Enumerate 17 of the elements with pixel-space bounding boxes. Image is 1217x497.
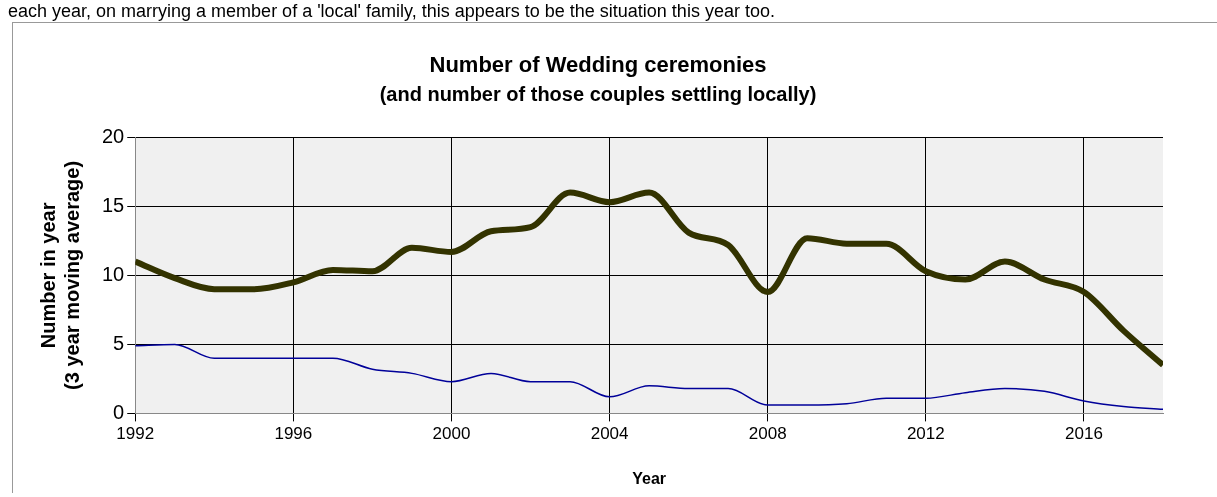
y-axis-title: Number in year (3 year moving average)	[36, 160, 83, 390]
chart-title: Number of Wedding ceremonies	[429, 52, 767, 78]
y-tick-label: 10	[102, 262, 125, 285]
x-tick-label: 2000	[432, 424, 471, 444]
y-tick-label: 20	[102, 124, 125, 147]
x-tick-label: 2008	[748, 424, 787, 444]
y-tick-label: 0	[113, 400, 125, 423]
x-axis-title: Year	[632, 469, 667, 487]
y-tick-label: 5	[113, 331, 125, 354]
y-tick-label: 15	[102, 193, 125, 216]
text: each year, on marrying a member of a 'local' family, this appears to be the situation this year too.	[7, 0, 776, 22]
x-tick-label: 1996	[274, 424, 313, 444]
x-tick-label: 2004	[590, 424, 629, 444]
x-tick-label: 2016	[1065, 424, 1103, 444]
chart-subtitle: (and number of those couples settling locally)	[379, 82, 817, 105]
x-tick-label: 2012	[906, 424, 945, 444]
x-tick-label: 1992	[116, 424, 155, 444]
